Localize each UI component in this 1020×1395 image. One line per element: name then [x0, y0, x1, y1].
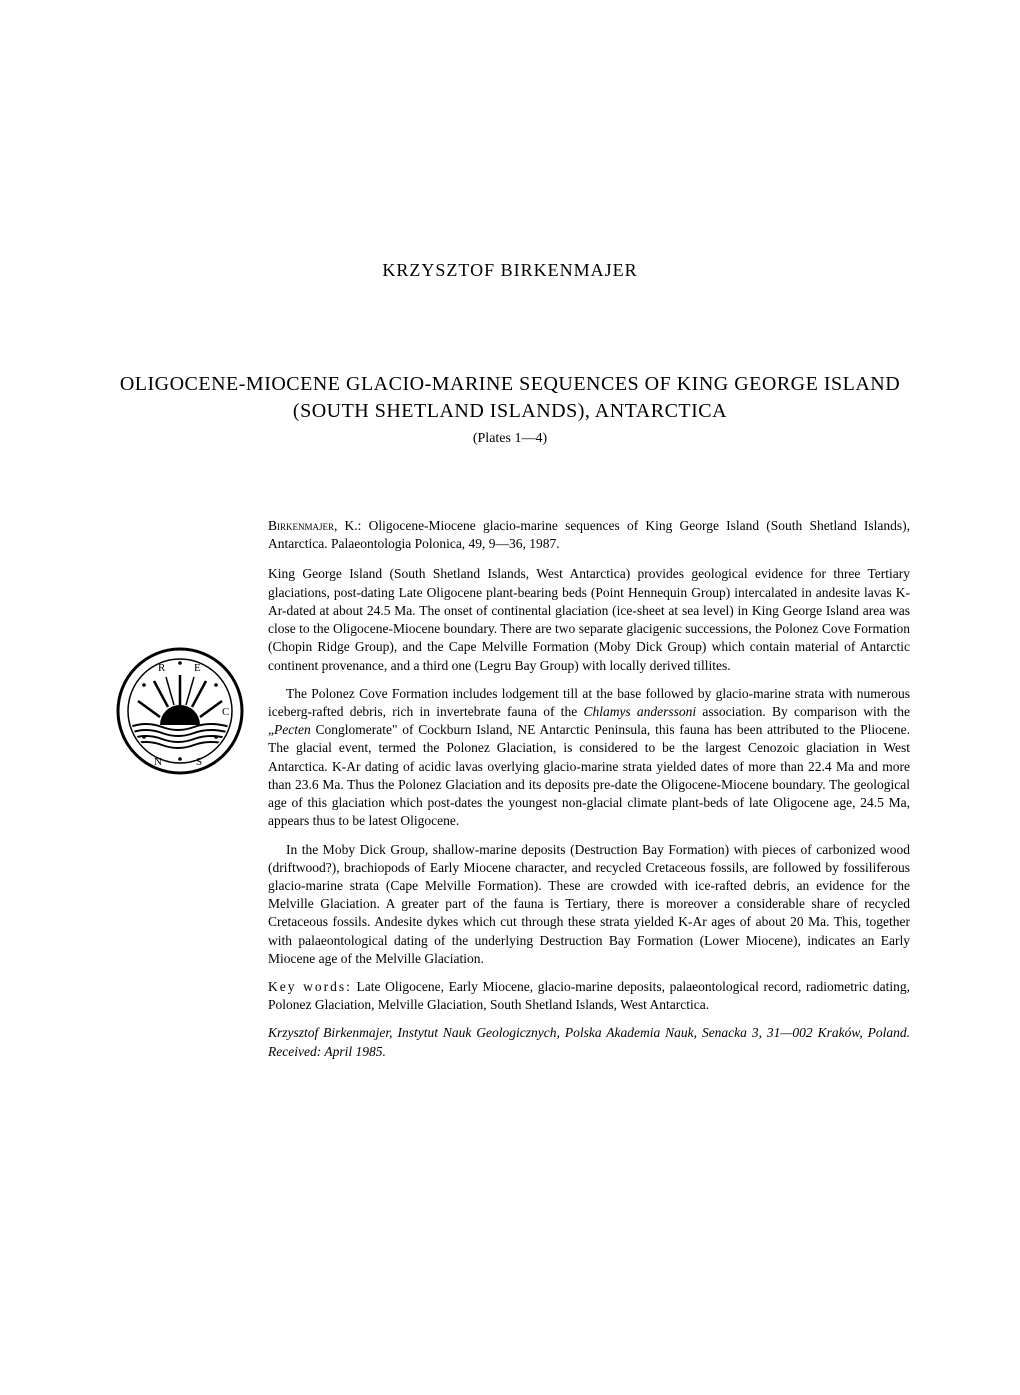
para3-text: In the Moby Dick Group, shallow-marine d… [268, 842, 910, 966]
keywords-label: Key words: [268, 979, 352, 994]
para2-c: Conglomerate" of Cockburn Island, NE Ant… [268, 722, 910, 828]
text-column: Birkenmajer, K.: Oligocene-Miocene glaci… [268, 517, 910, 1061]
para2-italic-1: Chlamys anderssoni [583, 704, 696, 719]
content-wrapper: R E C N S [110, 517, 910, 1061]
journal-seal-icon: R E C N S [116, 647, 244, 775]
abstract-para-3: In the Moby Dick Group, shallow-marine d… [268, 841, 910, 969]
abstract-para-1: King George Island (South Shetland Islan… [268, 565, 910, 674]
citation-text: Oligocene-Miocene glacio-marine sequence… [268, 518, 910, 551]
keywords-text: Late Oligocene, Early Miocene, glacio-ma… [268, 979, 910, 1012]
plates-note: (Plates 1—4) [110, 431, 910, 447]
citation: Birkenmajer, K.: Oligocene-Miocene glaci… [268, 517, 910, 553]
author-name: KRZYSZTOF BIRKENMAJER [110, 260, 910, 281]
affiliation: Krzysztof Birkenmajer, Instytut Nauk Geo… [268, 1024, 910, 1060]
abstract-para-2: The Polonez Cove Formation includes lodg… [268, 685, 910, 831]
svg-text:C: C [222, 706, 229, 718]
svg-text:E: E [194, 662, 201, 674]
svg-text:R: R [158, 662, 166, 674]
keywords: Key words: Late Oligocene, Early Miocene… [268, 978, 910, 1014]
svg-text:S: S [196, 756, 202, 768]
citation-author: Birkenmajer, K.: [268, 518, 361, 533]
svg-text:N: N [154, 756, 162, 768]
paper-title: OLIGOCENE-MIOCENE GLACIO-MARINE SEQUENCE… [110, 371, 910, 425]
logo-column: R E C N S [110, 517, 250, 775]
para2-italic-2: Pecten [274, 722, 311, 737]
